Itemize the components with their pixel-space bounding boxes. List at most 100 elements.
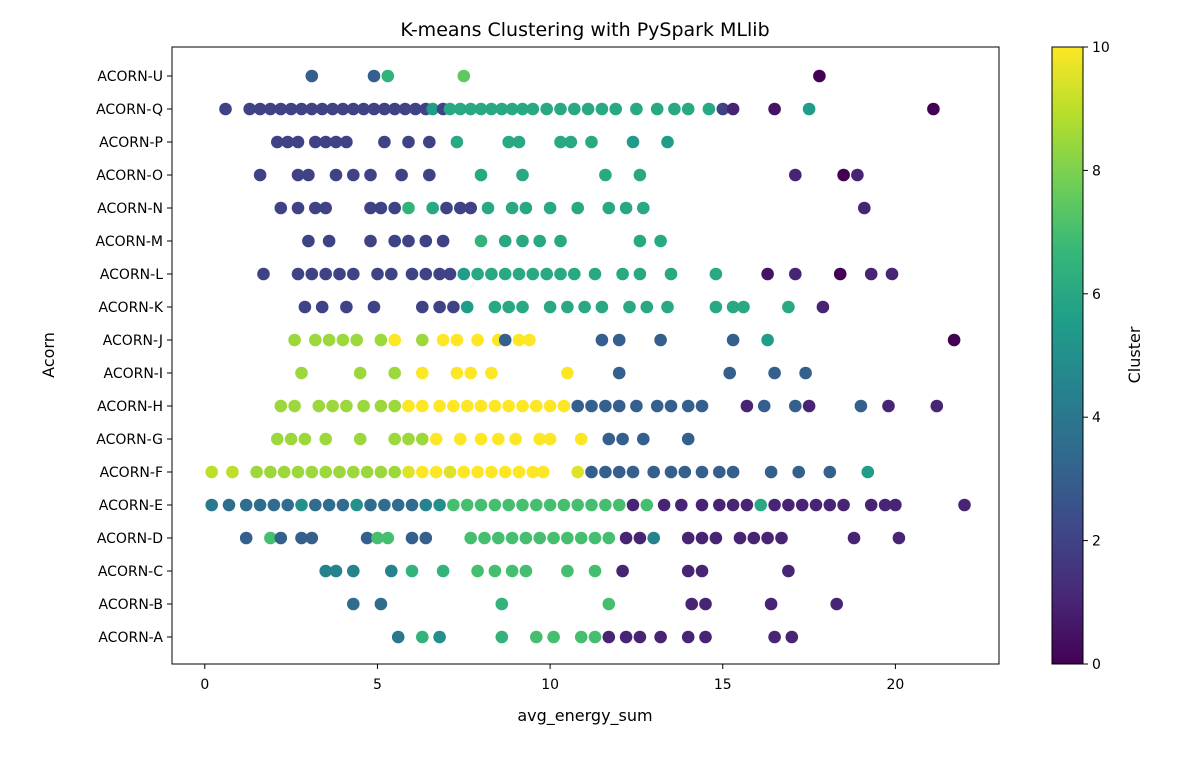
data-point (795, 498, 809, 512)
data-point (747, 531, 761, 545)
data-point (460, 300, 474, 314)
data-point (388, 102, 402, 116)
data-point (858, 201, 871, 215)
data-point (350, 498, 364, 512)
data-point (789, 399, 802, 413)
data-point (429, 432, 443, 446)
data-point (277, 465, 291, 479)
data-point (685, 597, 698, 611)
data-point (768, 102, 781, 116)
data-point (633, 531, 647, 545)
data-point (488, 498, 502, 512)
data-point (340, 300, 353, 314)
data-point (288, 333, 301, 347)
data-point (419, 531, 433, 545)
data-point (612, 465, 626, 479)
data-point (809, 498, 823, 512)
y-tick-label: ACORN-B (99, 597, 163, 613)
data-point (433, 300, 446, 314)
data-point (619, 201, 633, 215)
data-point (423, 135, 436, 149)
data-point (222, 498, 236, 512)
data-point (474, 168, 488, 182)
data-point (257, 267, 270, 281)
data-point (799, 366, 812, 380)
data-point (647, 465, 660, 479)
y-tick-label: ACORN-A (98, 630, 163, 646)
data-point (802, 399, 816, 413)
data-point (405, 531, 419, 545)
data-point (291, 168, 305, 182)
data-point (498, 234, 512, 248)
data-point (854, 399, 868, 413)
data-point (657, 498, 671, 512)
data-point (291, 465, 305, 479)
data-point (637, 432, 650, 446)
data-point (388, 366, 402, 380)
data-point (447, 399, 460, 413)
y-tick-label: ACORN-H (97, 399, 163, 415)
data-point (353, 432, 367, 446)
data-point (561, 564, 574, 578)
data-point (457, 69, 471, 83)
data-point (564, 135, 578, 149)
data-point (602, 531, 616, 545)
data-point (785, 630, 799, 644)
data-point (616, 432, 629, 446)
data-point (602, 597, 616, 611)
data-point (837, 498, 850, 512)
data-point (315, 102, 329, 116)
data-point (433, 498, 446, 512)
data-point (388, 432, 402, 446)
data-point (443, 267, 457, 281)
data-point (927, 102, 940, 116)
chart-title: K-means Clustering with PySpark MLlib (400, 19, 769, 41)
data-point (357, 399, 370, 413)
y-tick-label: ACORN-C (98, 564, 163, 580)
plot-frame (171, 46, 1000, 665)
data-point (588, 531, 602, 545)
data-point (574, 630, 588, 644)
data-point (416, 465, 429, 479)
x-tick-label: 10 (541, 677, 559, 693)
data-point (353, 366, 367, 380)
data-point (374, 597, 388, 611)
data-point (726, 300, 740, 314)
data-point (754, 498, 767, 512)
data-point (381, 69, 395, 83)
x-tick-label: 20 (886, 677, 904, 693)
data-point (423, 168, 436, 182)
data-point (723, 366, 736, 380)
data-point (619, 630, 633, 644)
data-point (681, 531, 695, 545)
data-point (488, 564, 502, 578)
data-point (619, 531, 633, 545)
y-axis-label: Acorn (39, 332, 58, 378)
data-point (571, 498, 584, 512)
data-point (336, 102, 350, 116)
data-point (492, 531, 505, 545)
data-point (385, 564, 398, 578)
data-point (661, 135, 674, 149)
data-point (464, 366, 478, 380)
data-point (647, 531, 660, 545)
data-point (782, 300, 795, 314)
data-point (443, 102, 457, 116)
data-point (329, 168, 343, 182)
data-point (360, 465, 374, 479)
data-point (557, 498, 571, 512)
data-point (740, 399, 754, 413)
data-point (568, 267, 581, 281)
data-point (398, 102, 412, 116)
data-point (464, 531, 478, 545)
data-point (471, 564, 484, 578)
data-point (557, 399, 571, 413)
y-tick-label: ACORN-D (97, 531, 163, 547)
data-point (726, 498, 740, 512)
data-point (709, 267, 723, 281)
data-point (426, 102, 440, 116)
data-point (599, 168, 612, 182)
data-point (409, 102, 422, 116)
data-point (585, 399, 598, 413)
data-point (264, 465, 277, 479)
